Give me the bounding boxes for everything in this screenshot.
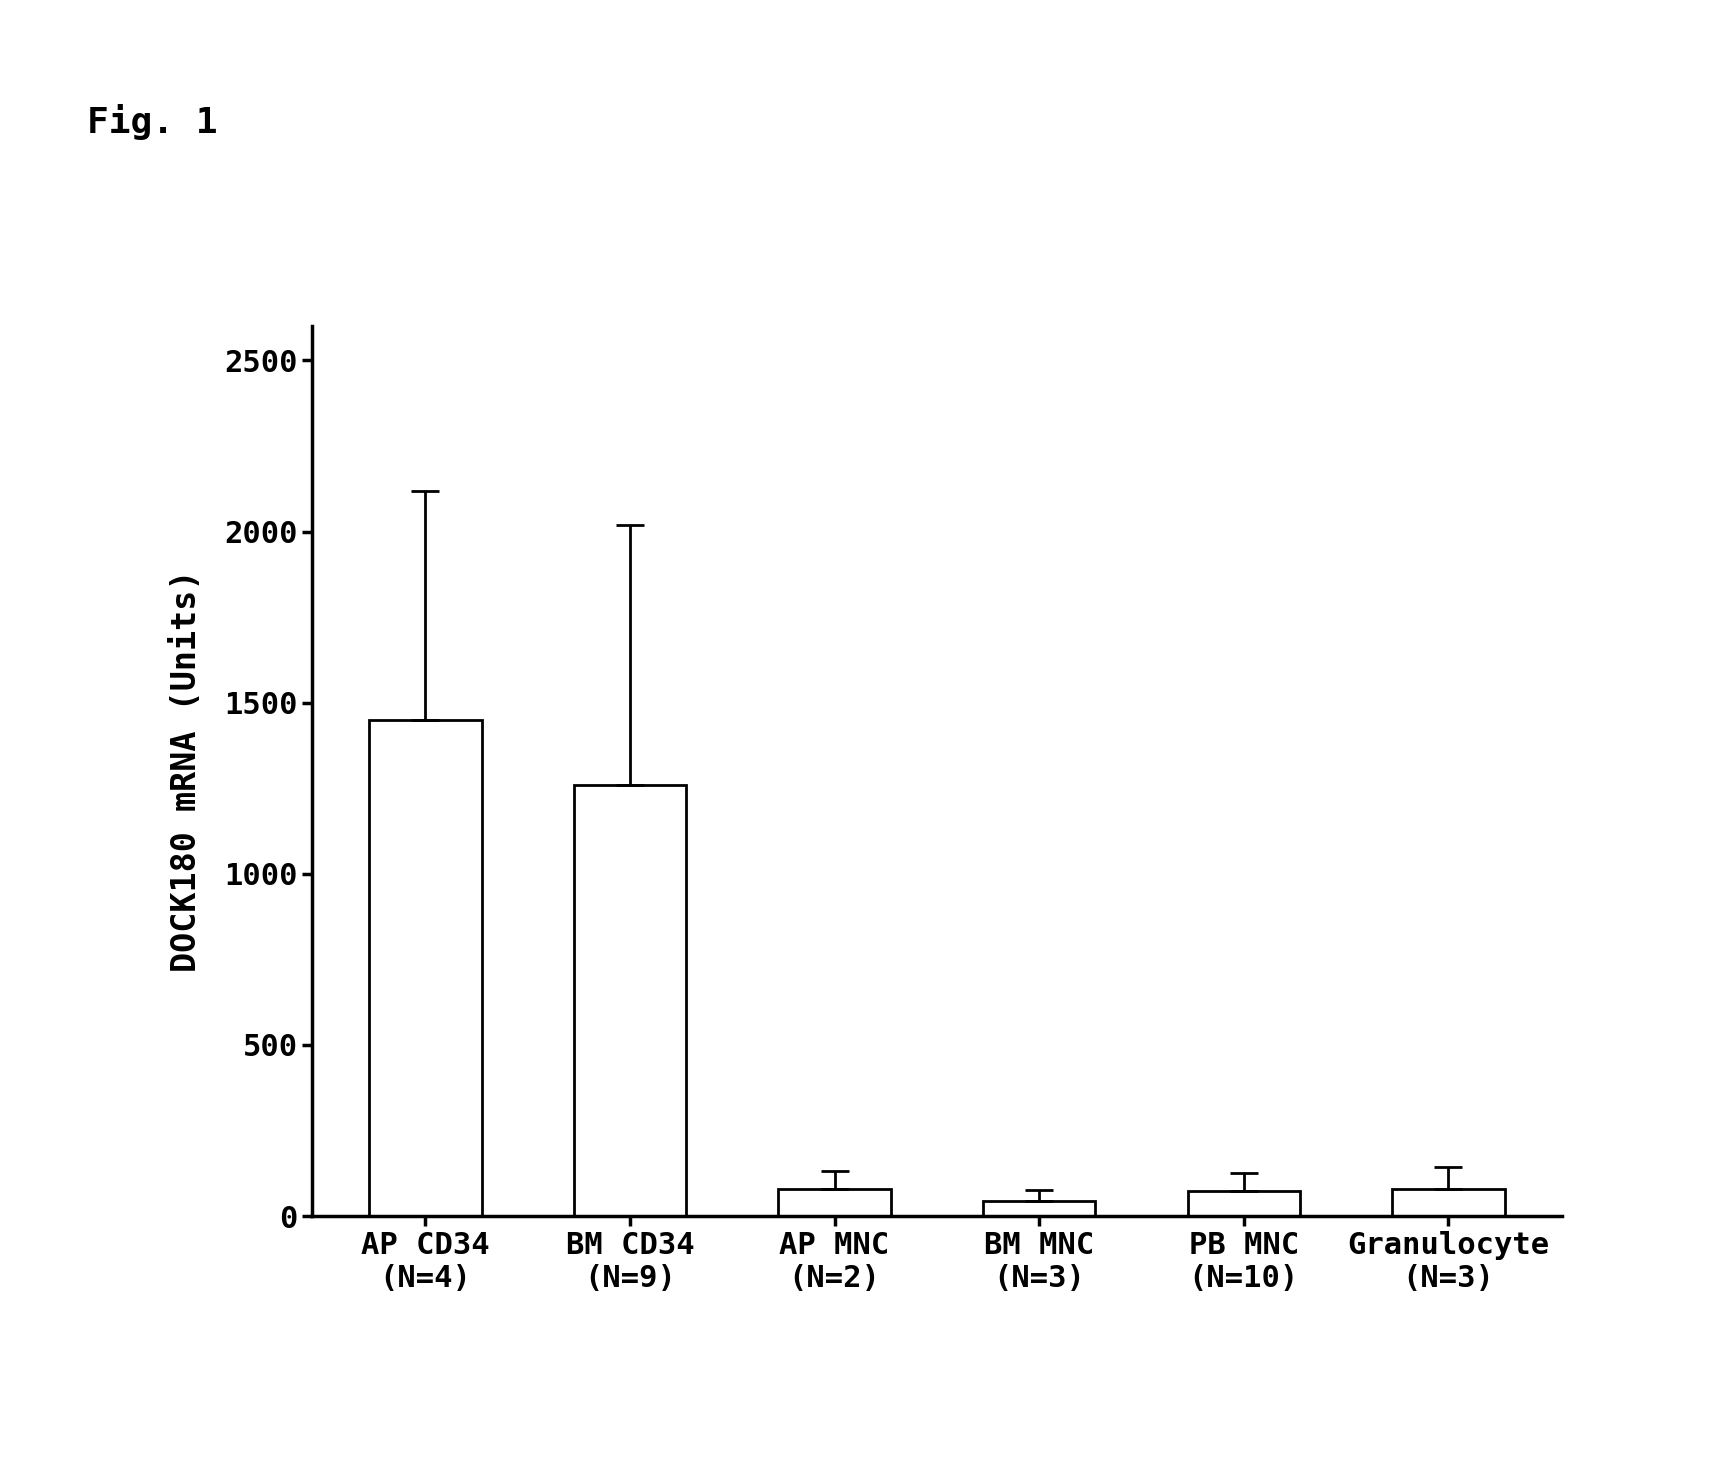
Text: Fig. 1: Fig. 1 xyxy=(87,104,217,139)
Bar xyxy=(370,719,482,1216)
Y-axis label: DOCK180 mRNA (Units): DOCK180 mRNA (Units) xyxy=(170,569,203,973)
Bar xyxy=(1391,1189,1504,1216)
Bar xyxy=(1187,1191,1300,1216)
Bar xyxy=(984,1201,1095,1216)
Bar xyxy=(779,1189,890,1216)
Bar xyxy=(574,785,687,1216)
